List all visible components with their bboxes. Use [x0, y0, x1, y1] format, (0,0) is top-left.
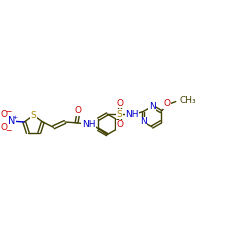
Text: −: − [5, 126, 12, 135]
Text: −: − [5, 107, 12, 116]
Text: NH: NH [82, 120, 95, 129]
Text: S: S [117, 110, 122, 118]
Text: NH: NH [125, 110, 138, 118]
Text: +: + [13, 115, 18, 120]
Text: N: N [140, 117, 146, 126]
Text: N: N [8, 116, 15, 126]
Text: O: O [116, 99, 123, 108]
Text: O: O [116, 120, 123, 129]
Text: S: S [31, 111, 36, 120]
Text: N: N [149, 102, 156, 111]
Text: O: O [164, 100, 171, 108]
Text: CH₃: CH₃ [180, 96, 196, 105]
Text: O: O [0, 110, 7, 120]
Text: O: O [0, 123, 7, 132]
Text: O: O [75, 106, 82, 116]
